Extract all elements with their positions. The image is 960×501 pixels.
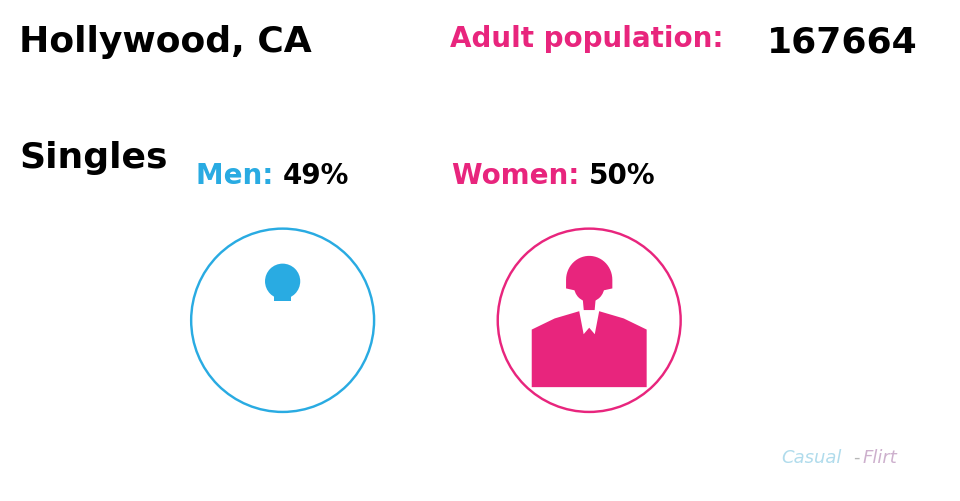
Polygon shape bbox=[272, 311, 294, 347]
Circle shape bbox=[265, 264, 300, 299]
Circle shape bbox=[496, 228, 682, 413]
Text: Men:: Men: bbox=[196, 161, 282, 189]
Polygon shape bbox=[275, 292, 291, 302]
Text: Singles: Singles bbox=[19, 140, 168, 174]
Polygon shape bbox=[227, 311, 282, 386]
Polygon shape bbox=[276, 313, 289, 350]
Text: Casual: Casual bbox=[780, 448, 841, 466]
Polygon shape bbox=[566, 257, 612, 292]
Polygon shape bbox=[532, 311, 647, 387]
Text: -: - bbox=[852, 448, 859, 466]
Polygon shape bbox=[583, 299, 596, 313]
Text: Adult population:: Adult population: bbox=[450, 25, 724, 53]
Circle shape bbox=[574, 272, 604, 302]
Polygon shape bbox=[579, 311, 599, 335]
Circle shape bbox=[190, 228, 375, 413]
Text: 50%: 50% bbox=[589, 161, 656, 189]
Text: Women:: Women: bbox=[452, 161, 589, 189]
Text: 49%: 49% bbox=[282, 161, 349, 189]
Text: 167664: 167664 bbox=[766, 25, 917, 59]
Polygon shape bbox=[282, 311, 338, 386]
Text: Hollywood, CA: Hollywood, CA bbox=[19, 25, 312, 59]
Text: Flirt: Flirt bbox=[862, 448, 897, 466]
